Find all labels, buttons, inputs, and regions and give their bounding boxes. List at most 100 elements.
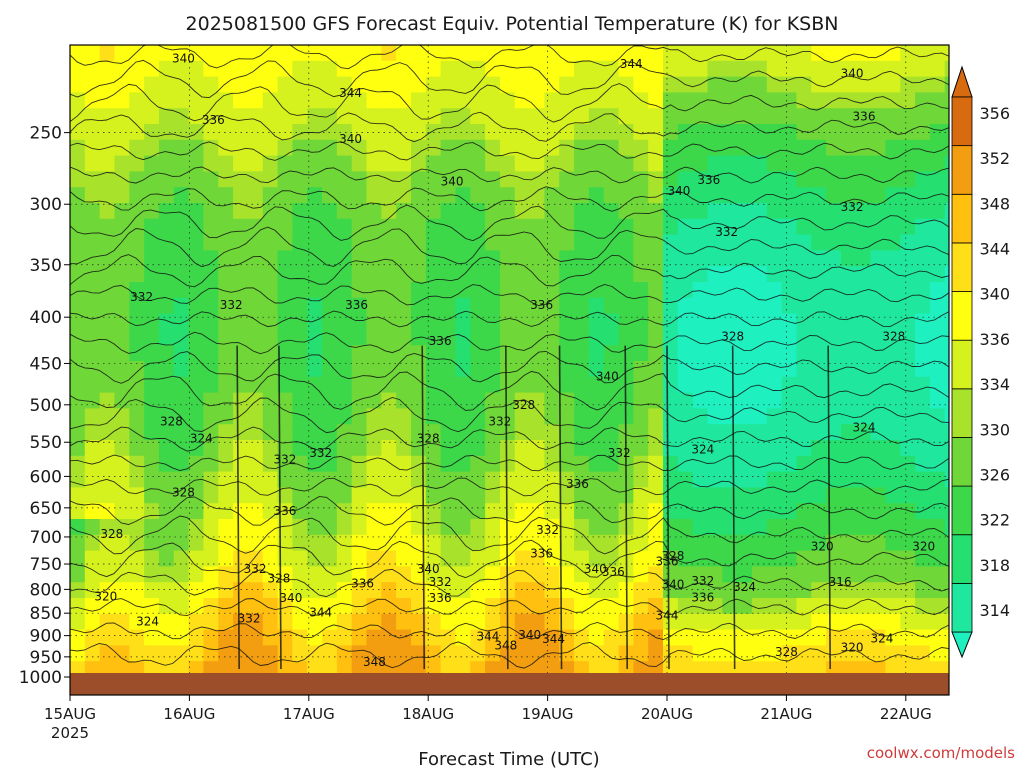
field-cell (218, 424, 234, 441)
field-cell (840, 471, 857, 488)
field-cell (544, 503, 560, 520)
field-cell (840, 139, 857, 157)
field-cell (603, 534, 620, 552)
field-cell (203, 171, 219, 188)
field-cell (796, 519, 812, 536)
field-cell (410, 187, 427, 204)
field-cell (944, 645, 949, 662)
field-cell (144, 250, 160, 267)
contour-label: 340 (667, 184, 690, 198)
field-cell (218, 392, 234, 409)
field-cell (203, 282, 219, 299)
field-cell (633, 187, 649, 204)
field-cell (648, 376, 664, 394)
field-cell (707, 297, 723, 315)
field-cell (84, 282, 101, 299)
field-cell (99, 297, 116, 315)
field-cell (944, 282, 949, 299)
field-cell (826, 187, 842, 204)
field-cell (351, 203, 368, 220)
field-cell (648, 282, 664, 299)
contour-line (70, 370, 949, 411)
field-cell (796, 282, 812, 299)
field-cell (692, 376, 709, 394)
field-cell (944, 519, 949, 536)
field-cell (440, 297, 457, 315)
field-cell (366, 376, 382, 394)
field-cell (84, 92, 101, 109)
field-cell (99, 645, 116, 662)
field-cell (811, 534, 827, 552)
field-cell (811, 613, 827, 631)
field-cell (144, 440, 160, 457)
field-cell (648, 250, 664, 267)
field-cell (158, 234, 175, 251)
field-cell (425, 297, 442, 315)
field-cell (218, 629, 234, 646)
colorbar-band (951, 437, 973, 487)
field-cell (603, 313, 620, 330)
field-cell (588, 155, 605, 172)
field-cell (455, 218, 471, 236)
field-cell (870, 139, 887, 157)
field-cell (307, 250, 323, 267)
field-cell (144, 155, 160, 172)
field-cell (262, 519, 279, 536)
field-cell (381, 108, 397, 125)
field-cell (381, 297, 397, 315)
field-cell (751, 250, 768, 267)
contour-line (624, 345, 629, 670)
field-cell (796, 566, 812, 583)
field-cell (633, 408, 649, 425)
field-cell (648, 187, 664, 204)
field-cell (485, 250, 501, 267)
field-cell (707, 424, 723, 441)
field-cell (292, 266, 308, 283)
field-cell (811, 392, 827, 409)
field-cell (262, 187, 279, 204)
field-cell (603, 297, 620, 315)
field-cell (944, 155, 949, 172)
field-cell (381, 282, 397, 299)
colorbar-extend-bottom (951, 631, 973, 659)
contour-line (70, 515, 949, 555)
field-cell (485, 534, 501, 552)
field-cell (588, 124, 605, 141)
field-cell (826, 408, 842, 425)
field-cell (633, 487, 649, 504)
field-cell (381, 534, 397, 552)
field-cell (292, 613, 308, 631)
field-cell (173, 282, 190, 299)
field-cell (870, 329, 887, 346)
field-cell (915, 534, 931, 552)
field-cell (588, 613, 605, 631)
field-cell (262, 76, 279, 93)
contour-label: 336 (351, 576, 374, 590)
field-cell (929, 645, 946, 662)
field-cell (84, 345, 101, 362)
field-cell (470, 534, 486, 552)
field-cell (796, 503, 812, 520)
field-cell (366, 45, 382, 62)
field-cell (826, 234, 842, 251)
contour-label: 332 (691, 574, 714, 588)
field-cell (648, 345, 664, 362)
field-cell (574, 566, 590, 583)
field-cell (663, 76, 679, 93)
field-cell (440, 234, 457, 251)
field-cell (633, 218, 649, 236)
field-cell (307, 108, 323, 125)
field-cell (470, 598, 486, 615)
field-cell (277, 519, 293, 536)
field-cell (648, 613, 664, 631)
field-cell (885, 613, 901, 631)
field-cell (144, 471, 160, 488)
field-cell (262, 92, 279, 109)
field-cell (574, 408, 590, 425)
field-cell (663, 487, 679, 504)
field-cell (70, 92, 86, 109)
field-cell (410, 313, 427, 330)
field-cell (603, 218, 620, 236)
field-cell (233, 440, 249, 457)
field-cell (84, 250, 101, 267)
